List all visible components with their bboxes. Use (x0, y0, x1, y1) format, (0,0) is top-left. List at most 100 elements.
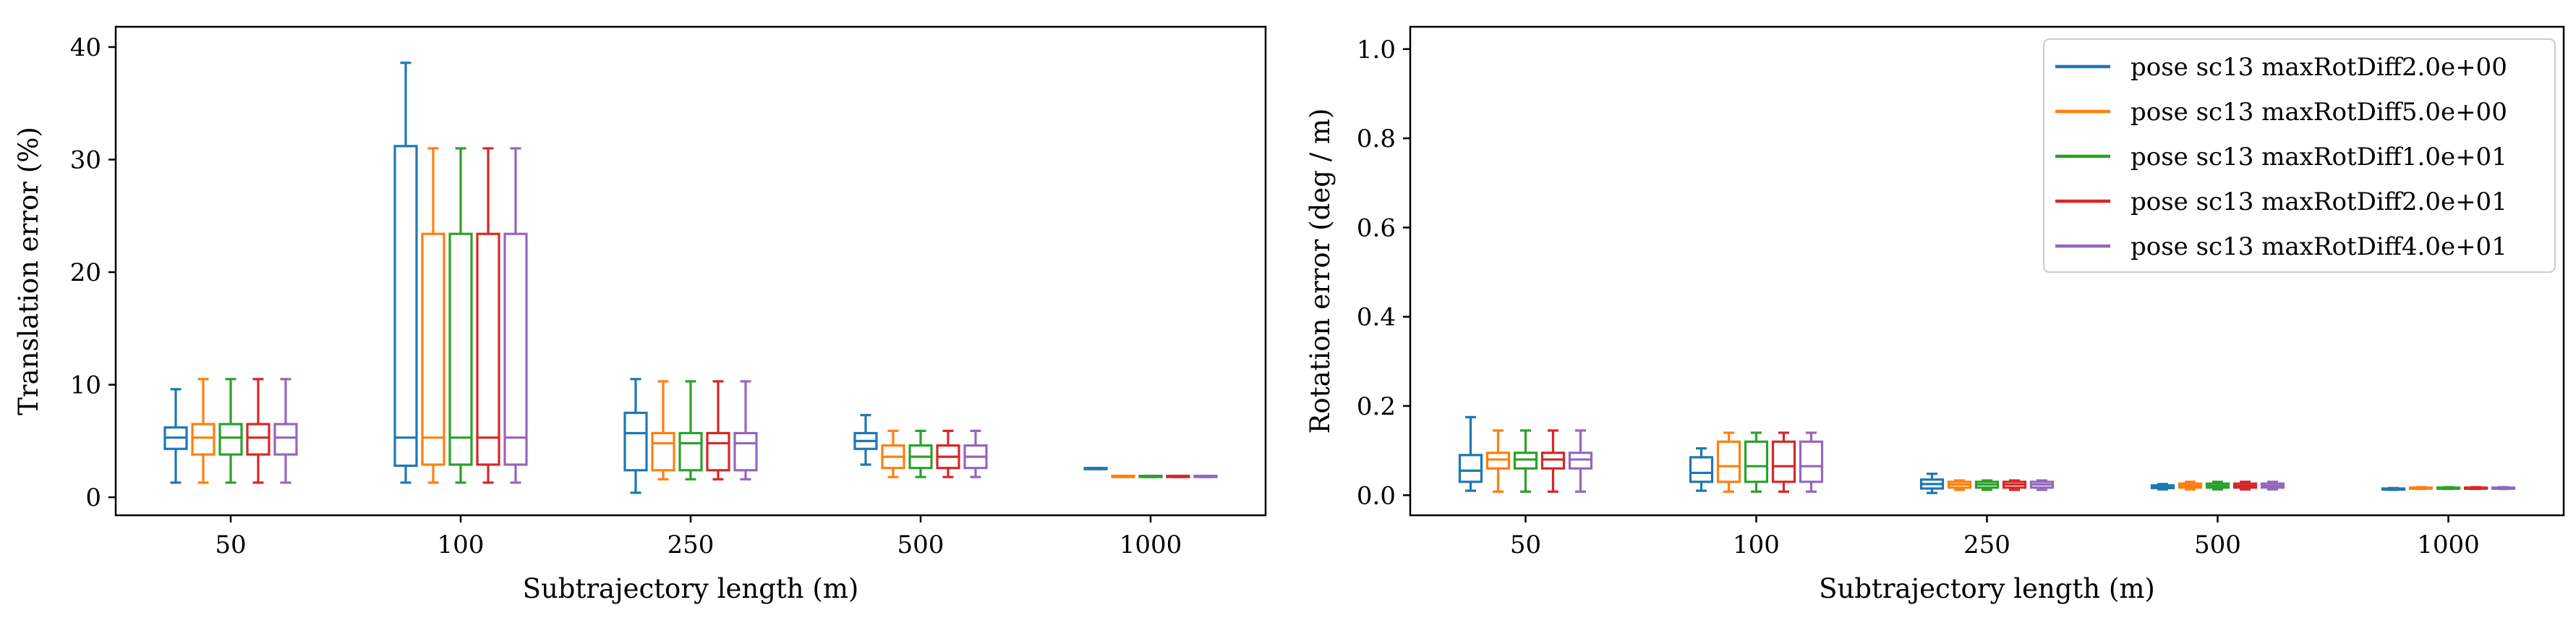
box-1000 (2436, 486, 2461, 491)
box-100 (1716, 431, 1741, 493)
iqr-box (706, 431, 730, 472)
box-1000 (2463, 486, 2488, 491)
box-500 (936, 429, 960, 478)
box-100 (1744, 431, 1769, 493)
x-axis-label: Subtrajectory length (m) (1819, 573, 2155, 604)
y-tick-label: 20 (70, 258, 101, 287)
y-tick-label: 0.0 (1357, 481, 1396, 510)
box-100 (503, 147, 528, 484)
rotation-error-panel: 50 100 250 500 1000 0.0 0.2 0.4 0.6 0.8 1.0 Subtraj… (1305, 25, 2565, 604)
series-1 (1458, 415, 2406, 494)
box-50 (218, 378, 243, 484)
x-tick-label: 50 (215, 530, 246, 559)
legend-item: pose sc13 maxRotDiff5.0e+00 (2055, 98, 2507, 127)
x-tick-label: 1000 (1119, 530, 1182, 559)
box-100 (1771, 431, 1796, 493)
box-50 (163, 388, 188, 484)
iqr-box (476, 232, 500, 466)
series-5 (1568, 429, 2516, 493)
box-250 (1947, 479, 1972, 491)
box-50 (1485, 429, 1511, 493)
box-500 (2260, 481, 2285, 491)
x-axis-label: Subtrajectory length (m) (523, 573, 859, 604)
box-250 (1974, 479, 2000, 491)
iqr-box (733, 431, 758, 472)
y-tick-label: 30 (70, 146, 101, 175)
legend-item: pose sc13 maxRotDiff2.0e+01 (2055, 187, 2507, 216)
legend-frame (2043, 38, 2556, 273)
box-50 (1513, 429, 1538, 493)
y-tick-label: 40 (70, 33, 101, 62)
x-tick-label: 500 (2194, 530, 2241, 559)
iqr-box (1771, 440, 1796, 483)
series-2 (191, 147, 1135, 484)
box-100 (1689, 447, 1714, 492)
series-5 (273, 147, 1218, 484)
box-1000 (1111, 474, 1135, 478)
box-100 (448, 147, 473, 484)
box-100 (1799, 431, 1824, 493)
legend-item: pose sc13 maxRotDiff2.0e+00 (2055, 53, 2507, 82)
box-1000 (2381, 486, 2406, 491)
iqr-box (503, 232, 528, 466)
box-500 (2205, 481, 2230, 491)
box-500 (853, 413, 878, 466)
legend-label: pose sc13 maxRotDiff5.0e+00 (2131, 98, 2507, 127)
legend-label: pose sc13 maxRotDiff2.0e+01 (2131, 187, 2507, 216)
iqr-box (393, 145, 418, 468)
box-50 (273, 378, 298, 484)
iqr-box (273, 423, 298, 456)
box-100 (476, 147, 500, 484)
y-tick-label: 0.6 (1357, 213, 1396, 242)
box-50 (191, 378, 216, 484)
box-100 (421, 147, 445, 484)
translation-error-panel: 50 100 250 500 1000 0 10 20 30 40 Subtrajectory le… (13, 25, 1267, 604)
box-1000 (1166, 474, 1190, 478)
box-500 (2178, 481, 2203, 491)
legend-label: pose sc13 maxRotDiff1.0e+01 (2131, 143, 2507, 172)
box-50 (1568, 429, 1593, 493)
y-tick-label: 1.0 (1357, 35, 1396, 64)
box-500 (908, 429, 933, 478)
x-tick-label: 100 (1733, 530, 1780, 559)
iqr-box (651, 431, 675, 472)
x-tick-label: 250 (668, 530, 715, 559)
box-1000 (2408, 486, 2434, 491)
box-500 (963, 429, 988, 478)
box-50 (1458, 415, 1483, 492)
series-3 (218, 147, 1163, 484)
legend-item: pose sc13 maxRotDiff4.0e+01 (2055, 232, 2507, 261)
x-tick-label: 100 (438, 530, 485, 559)
legend-item: pose sc13 maxRotDiff1.0e+01 (2055, 143, 2507, 172)
y-tick-label: 0.8 (1357, 124, 1396, 153)
axes-frame (114, 25, 1267, 517)
iqr-box (218, 423, 243, 456)
box-250 (733, 380, 758, 481)
y-tick-label: 0.2 (1357, 392, 1396, 421)
box-250 (2029, 479, 2055, 491)
box-250 (678, 380, 703, 481)
box-1000 (1083, 467, 1108, 470)
y-axis-label: Rotation error (deg / m) (1305, 109, 1336, 434)
y-tick-label: 10 (70, 371, 101, 400)
box-250 (623, 378, 648, 494)
box-1000 (1193, 474, 1218, 478)
series-3 (1513, 429, 2461, 493)
box-250 (651, 380, 675, 481)
box-500 (2150, 483, 2175, 491)
iqr-box (246, 423, 270, 456)
iqr-box (191, 423, 216, 456)
legend-label: pose sc13 maxRotDiff2.0e+00 (2131, 53, 2507, 82)
iqr-box (1744, 440, 1769, 483)
box-250 (1919, 473, 1945, 494)
x-tick-label: 50 (1510, 530, 1541, 559)
box-500 (881, 429, 905, 478)
x-tick-label: 250 (1963, 530, 2010, 559)
iqr-box (623, 411, 648, 472)
iqr-box (1716, 440, 1741, 483)
box-50 (1540, 429, 1566, 493)
box-500 (2232, 481, 2258, 491)
iqr-box (1458, 454, 1483, 483)
x-tick-label: 1000 (2417, 530, 2480, 559)
